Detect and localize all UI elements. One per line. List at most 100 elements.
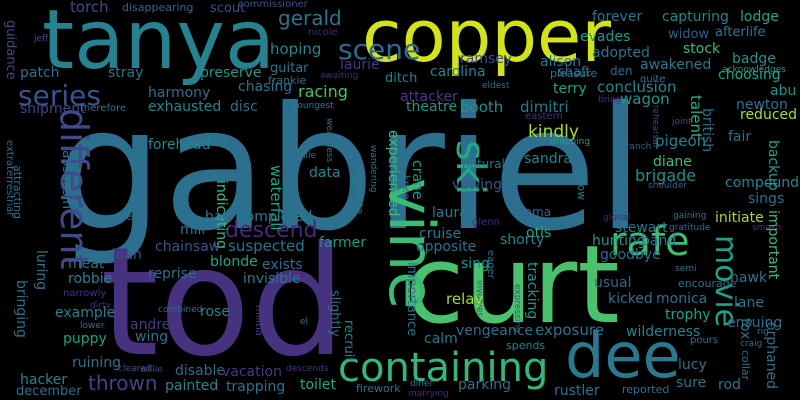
word-pleasure: pleasure (550, 67, 598, 80)
word-luring: luring (33, 250, 49, 291)
word-laura: laura (432, 205, 468, 221)
word-sure: sure (676, 375, 707, 391)
word-sing: sing (461, 256, 490, 272)
word-forehead: forehead (148, 137, 211, 153)
word-chasing: chasing (238, 79, 293, 95)
word-scout: scout (210, 1, 246, 16)
word-jeff: jeff (34, 34, 49, 44)
word-adopted: adopted (592, 45, 650, 61)
word-december: december (16, 384, 82, 399)
word-laurie: laurie (340, 57, 380, 73)
word-dirty: dirty (90, 301, 111, 311)
word-awakened: awakened (640, 57, 712, 73)
word-exposure: exposure (535, 321, 604, 339)
word-yellow: yellow (575, 165, 588, 201)
word-tod: tod (100, 216, 346, 390)
word-hunting: hunting (592, 233, 646, 249)
word-ensuing: ensuing (727, 315, 783, 331)
word-cruise: cruise (419, 226, 462, 242)
word-militia: militia (253, 305, 264, 336)
word-commissioner: commissioner (238, 0, 308, 10)
word-afterlife: afterlife (715, 25, 766, 40)
word-meat: meat (68, 256, 105, 272)
word-narrowly: narrowly (63, 288, 107, 299)
word-initiate: initiate (715, 210, 764, 226)
word-torch: torch (70, 0, 109, 16)
word-experienced: experienced (385, 130, 401, 217)
word-completed: completed (238, 209, 313, 225)
word-dee: dee (565, 319, 681, 392)
word-hawk: hawk (730, 270, 768, 286)
word-awaiting: awaiting (320, 71, 359, 81)
word-theatre: theatre (406, 99, 458, 115)
word-lane: lane (734, 295, 764, 311)
word-collar: collar (739, 350, 752, 381)
word-terry: terry (553, 81, 587, 97)
word-rig: rig (757, 327, 769, 337)
word-relay: relay (446, 290, 484, 308)
word-lower: lower (80, 321, 105, 331)
word-gabriel: gabriel (55, 71, 644, 269)
word-series: series (18, 79, 101, 112)
word-dropping: dropping (550, 137, 591, 147)
word-quite: quite (640, 74, 666, 85)
word-forever: forever (592, 9, 643, 25)
word-rod: rod (718, 377, 741, 393)
word-recruit: recruit (341, 320, 356, 363)
word-thrown: thrown (88, 371, 158, 395)
word-ditch: ditch (385, 71, 418, 86)
word-painted: painted (165, 378, 219, 394)
word-shorty: shorty (500, 232, 545, 248)
word-joan: joan (112, 247, 142, 263)
word-patch: patch (20, 65, 60, 81)
word-cigarette: cigarette (353, 165, 366, 215)
word-gaining: gaining (673, 211, 707, 221)
word-badge: badge (732, 51, 776, 67)
word-rafe: rafe (610, 219, 690, 265)
word-exhausted: exhausted (148, 99, 222, 115)
word-nicole: nicole (308, 27, 338, 38)
word-shaft: shaft (558, 65, 591, 80)
word-guidance: guidance (3, 20, 18, 80)
word-el: el (300, 317, 309, 327)
word-shoulder: shoulder (648, 181, 688, 191)
word-bringing: bringing (13, 280, 29, 338)
word-firework: firework (356, 382, 401, 395)
word-stewart: stewart (615, 220, 668, 236)
word-carolina: carolina (430, 64, 486, 80)
word-gratitude: gratitude (669, 223, 711, 233)
word-youngest: youngest (292, 101, 334, 111)
word-trapping: trapping (226, 379, 286, 395)
word-knee: knee (400, 175, 411, 200)
word-diner: diner (410, 379, 434, 389)
word-reduced: reduced (740, 107, 798, 123)
word-fair: fair (728, 129, 752, 145)
word-opposite: opposite (416, 239, 477, 255)
word-bring: bring (598, 95, 622, 105)
word-puppy: puppy (63, 331, 107, 347)
word-mama: mama (513, 205, 552, 219)
word-tracking: tracking (524, 262, 540, 320)
word-slightly: slightly (327, 290, 342, 337)
word-curt: curt (405, 223, 620, 348)
word-wagon: wagon (620, 90, 670, 108)
word-branch: branch (620, 142, 652, 152)
word-crane: crane (409, 160, 425, 200)
word-goodbye: goodbye (600, 247, 661, 263)
word-therefore: therefore (80, 103, 127, 114)
word-semi: semi (675, 264, 697, 274)
word-sandra: sandra (524, 151, 572, 167)
word-newton: newton (736, 97, 788, 113)
word-usual: usual (594, 275, 632, 291)
word-hoping: hoping (270, 40, 322, 58)
word-tanya: tanya (42, 0, 276, 88)
word-preserve: preserve (200, 65, 262, 81)
word-reported: reported (622, 383, 670, 396)
word-brigade: brigade (635, 166, 697, 185)
word-mill: mill (180, 222, 206, 238)
word-stray: stray (108, 65, 144, 81)
word-ramsey: ramsey (460, 51, 513, 67)
word-reprise: reprise (148, 266, 197, 282)
word-den: den (610, 64, 633, 78)
word-stock: stock (683, 41, 721, 57)
